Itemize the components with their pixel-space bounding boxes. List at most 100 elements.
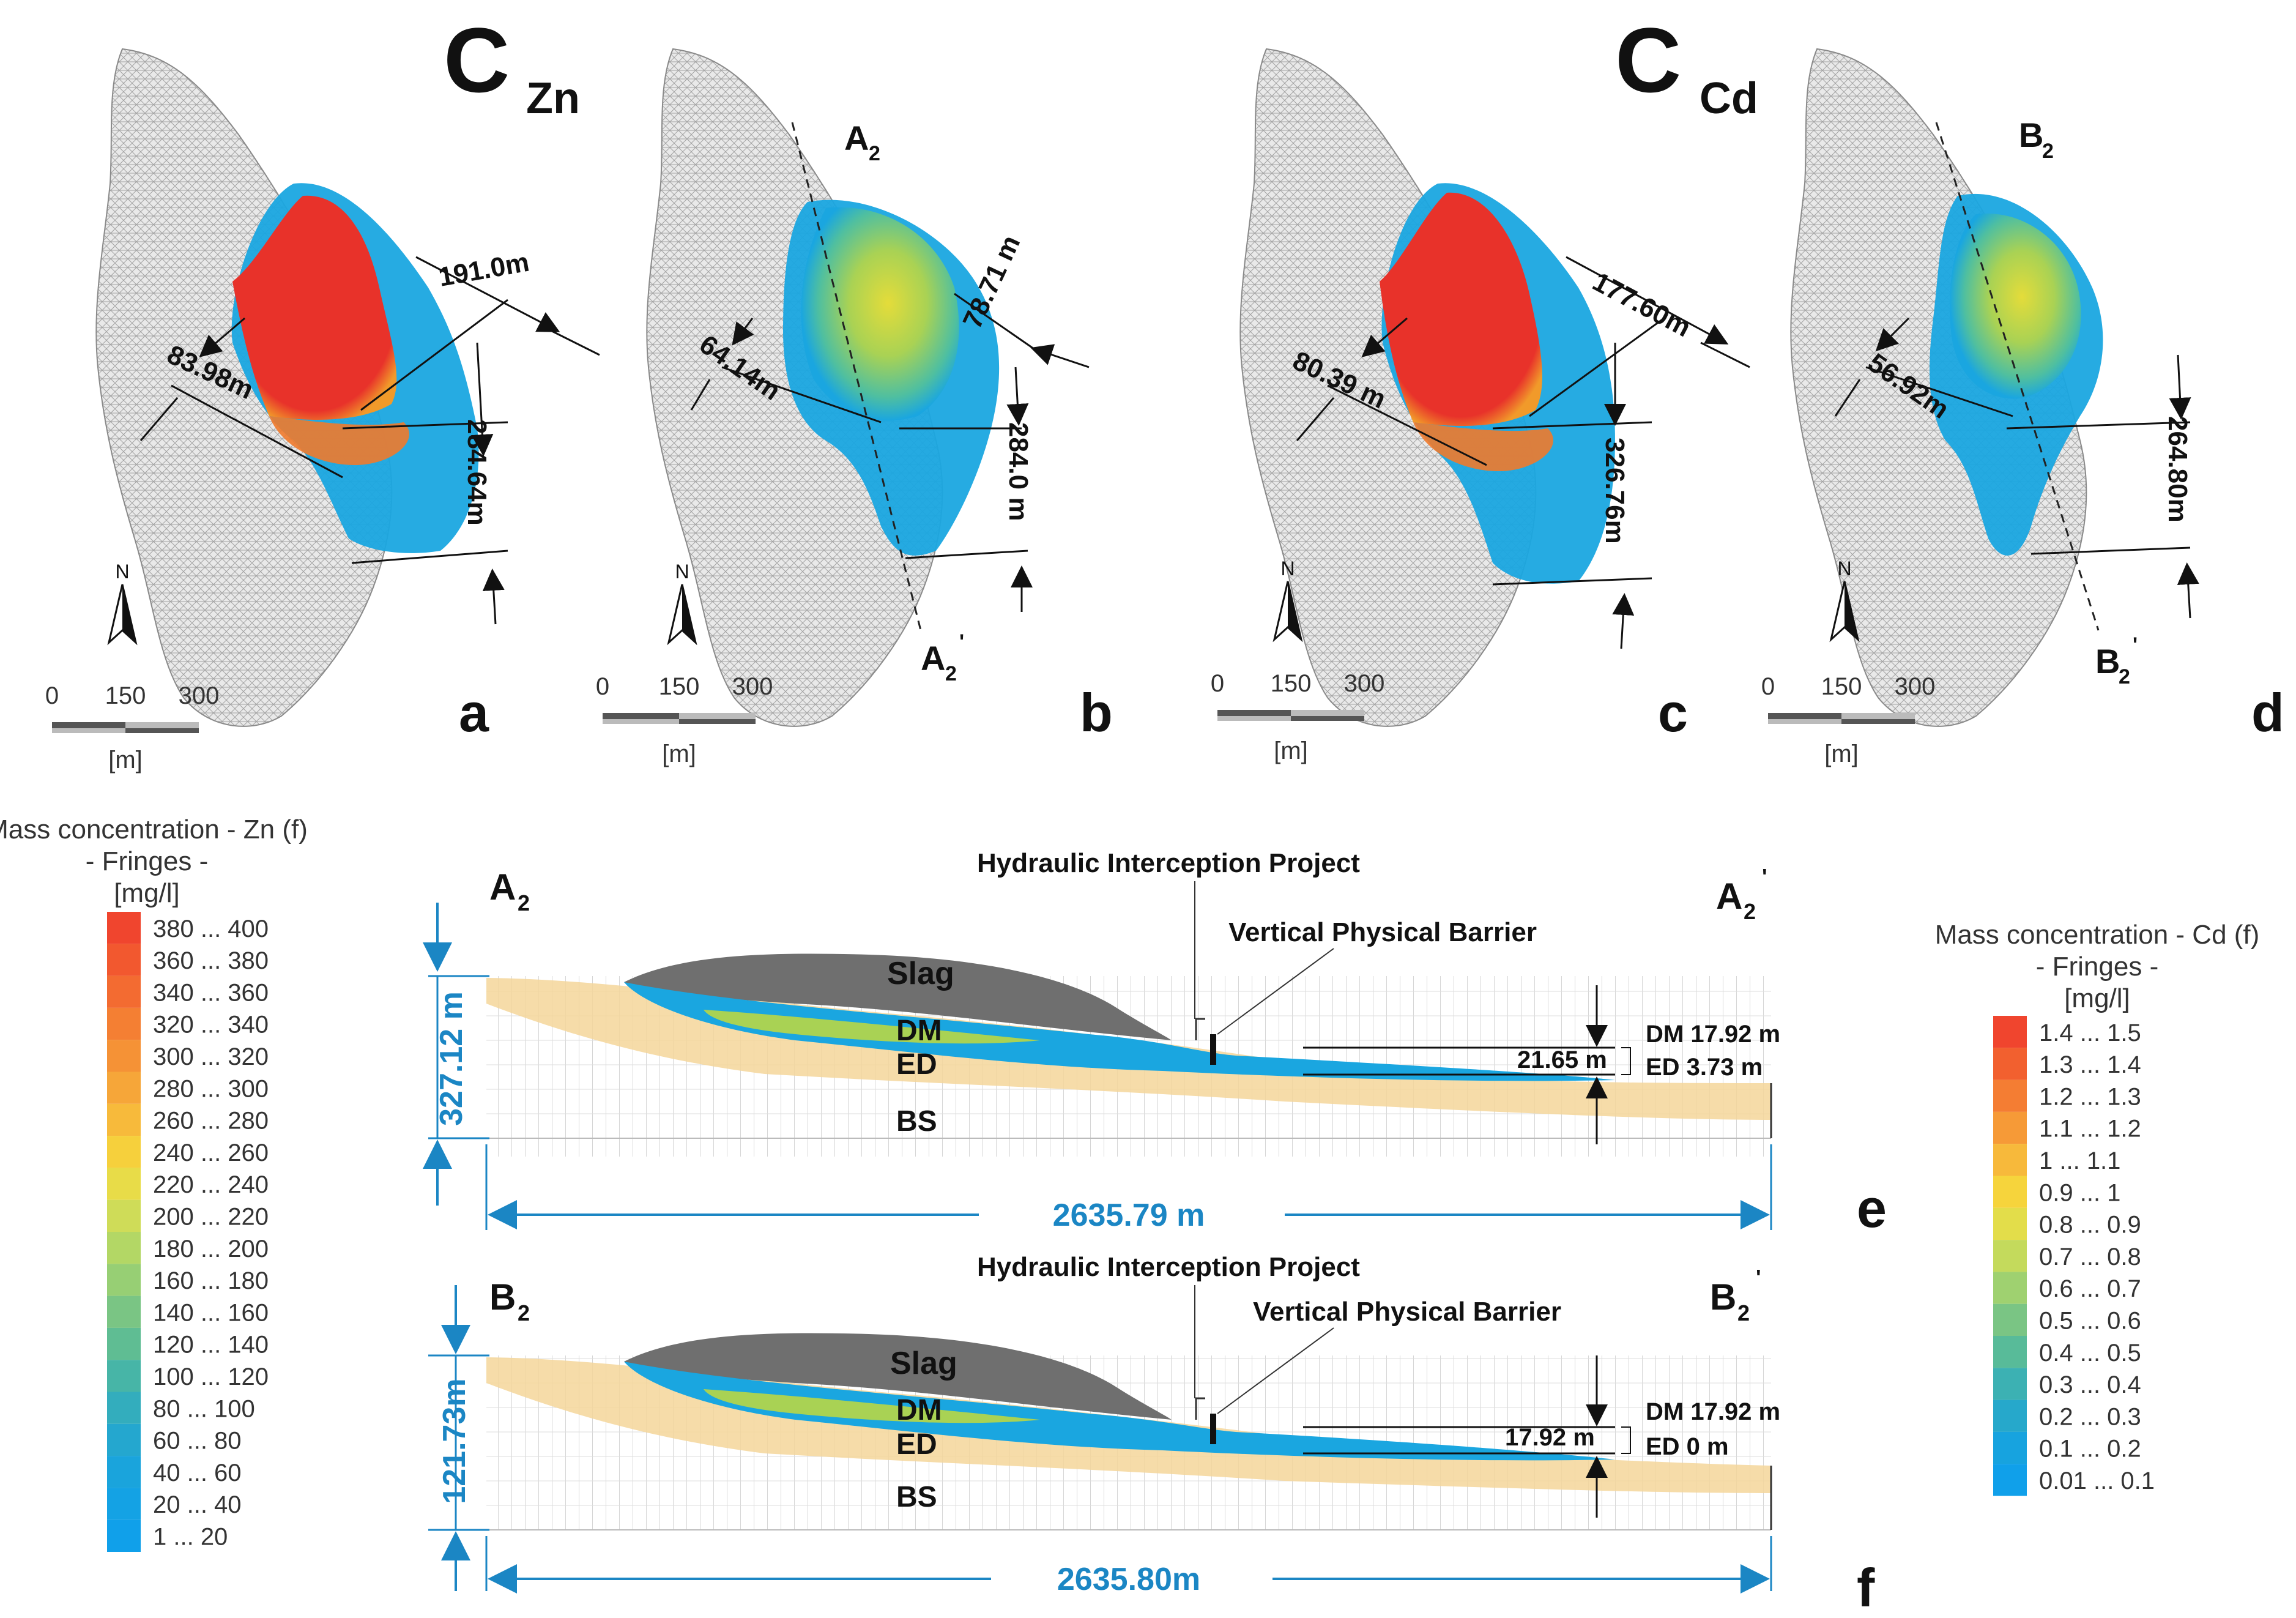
north-arrow-a: N — [107, 561, 138, 646]
legend-zn-item-label: 1 ... 20 — [153, 1523, 228, 1550]
legend-cd-item-swatch — [1993, 1016, 2027, 1048]
legend-zn-item-swatch — [107, 1103, 141, 1136]
legend-cd-item-label: 0.2 ... 0.3 — [2039, 1403, 2141, 1430]
svg-text:N: N — [1280, 557, 1295, 580]
legend-zn-item-swatch — [107, 1168, 141, 1200]
legend-cd-item-swatch — [1993, 1207, 2027, 1240]
panel-letter-b: b — [1080, 682, 1113, 743]
section-f-ed-label: ED — [896, 1428, 937, 1461]
legend-zn-item-label: 80 ... 100 — [153, 1395, 255, 1422]
legend-zn-item-swatch — [107, 1072, 141, 1104]
section-f-start-sub: 2 — [518, 1300, 530, 1325]
svg-text:[m]: [m] — [1274, 737, 1308, 764]
section-e-barrier — [1210, 1034, 1216, 1065]
legend-zn-item-swatch — [107, 1519, 141, 1552]
dim-a-3: 284.64m — [462, 419, 492, 526]
dim-c-1: 177.60m — [1588, 267, 1695, 343]
section-label-b2-bottom: B 2 ' — [2095, 633, 2138, 688]
legend-zn-item-swatch — [107, 944, 141, 976]
legend-cd-item-swatch — [1993, 1464, 2027, 1496]
panel-letter-c: c — [1658, 682, 1688, 743]
section-f-bs-label: BS — [896, 1481, 937, 1513]
panel-b — [646, 48, 1000, 727]
section-e-bs-label: BS — [896, 1105, 937, 1138]
legend-zn-item-swatch — [107, 1232, 141, 1264]
section-e-height: 327.12 m — [434, 991, 469, 1126]
svg-text:B: B — [2095, 642, 2120, 680]
legend-zn-item-swatch — [107, 912, 141, 944]
section-e-dm-label: DM — [896, 1015, 942, 1047]
legend-cd-item-swatch — [1993, 1048, 2027, 1080]
legend-zn-subtitle: - Fringes - — [86, 846, 208, 876]
legend-zn-item-label: 60 ... 80 — [153, 1428, 242, 1455]
legend-cd-item-label: 0.6 ... 0.7 — [2039, 1275, 2141, 1302]
section-e — [486, 881, 1772, 1157]
svg-text:0: 0 — [1761, 673, 1775, 700]
legend-zn-item-label: 200 ... 220 — [153, 1203, 269, 1230]
legend-cd-item-swatch — [1993, 1400, 2027, 1432]
legend-cd-item-swatch — [1993, 1336, 2027, 1368]
svg-text:0: 0 — [1211, 670, 1224, 697]
legend-cd-item-swatch — [1993, 1272, 2027, 1304]
svg-text:300: 300 — [1895, 673, 1936, 700]
legend-cd-item-label: 1 ... 1.1 — [2039, 1147, 2120, 1174]
scale-bar-a: 0 150 300 [m] — [45, 682, 220, 774]
section-f-pump-icon — [1195, 1397, 1205, 1420]
legend-zn-item-label: 180 ... 200 — [153, 1236, 269, 1262]
svg-text:2: 2 — [2119, 665, 2130, 688]
legend-zn-title: Mass concentration - Zn (f) — [0, 815, 308, 844]
legend-cd-item-swatch — [1993, 1079, 2027, 1112]
title-cd-sub: Cd — [1700, 74, 1758, 123]
section-e-project-label: Hydraulic Interception Project — [977, 848, 1360, 878]
plume-core-b — [801, 207, 959, 421]
section-f-ed-value: ED 0 m — [1646, 1433, 1729, 1460]
legend-zn-item-swatch — [107, 1040, 141, 1072]
svg-text:[m]: [m] — [108, 747, 143, 774]
section-f-barrier-leader — [1217, 1327, 1334, 1414]
dims-a — [139, 256, 600, 625]
plume-spot-c — [1413, 422, 1553, 471]
title-cd-main: C — [1615, 9, 1681, 111]
svg-text:A: A — [921, 639, 945, 677]
section-f — [486, 1285, 1772, 1530]
legend-cd-item-label: 0.9 ... 1 — [2039, 1179, 2120, 1206]
legend-zn-item-label: 340 ... 360 — [153, 979, 269, 1006]
legend-zn-item-swatch — [107, 1007, 141, 1040]
section-f-slag-label: Slag — [890, 1346, 957, 1381]
section-f-height-dim — [428, 1285, 489, 1591]
legend-cd-item-swatch — [1993, 1368, 2027, 1400]
legend-zn-item-swatch — [107, 1136, 141, 1168]
legend-zn-item-swatch — [107, 1488, 141, 1520]
svg-text:150: 150 — [1821, 673, 1862, 700]
section-e-dm-value: DM 17.92 m — [1646, 1021, 1780, 1048]
dims-c — [1296, 256, 1750, 649]
section-f-barrier-label: Vertical Physical Barrier — [1253, 1297, 1561, 1327]
legend-zn-item-label: 220 ... 240 — [153, 1171, 269, 1198]
svg-text:2: 2 — [945, 662, 957, 685]
svg-text:150: 150 — [105, 682, 146, 709]
svg-text:2: 2 — [2042, 140, 2054, 163]
section-f-dm-value: DM 17.92 m — [1646, 1398, 1780, 1425]
dims-d — [1834, 317, 2199, 619]
section-f-plume-core — [704, 1389, 1040, 1423]
scale-bar-d: 0 150 300 [m] — [1761, 673, 1936, 767]
section-e-end-sub: 2 — [1744, 899, 1756, 924]
legend-zn-item-label: 140 ... 160 — [153, 1299, 269, 1326]
legend-zn-item-swatch — [107, 1360, 141, 1392]
section-e-end: A — [1716, 876, 1742, 917]
dim-d-2: 264.80m — [2163, 416, 2193, 523]
legend-cd-item-label: 0.4 ... 0.5 — [2039, 1340, 2141, 1366]
section-label-a2-top: A 2 — [844, 119, 880, 165]
legend-zn-item-label: 240 ... 260 — [153, 1139, 269, 1166]
section-e-end-prime: ' — [1762, 864, 1767, 889]
section-e-length: 2635.79 m — [1053, 1198, 1205, 1233]
legend-zn-item-label: 380 ... 400 — [153, 915, 269, 942]
legend-cd-subtitle: - Fringes - — [2036, 952, 2158, 982]
section-f-height: 121.73m — [437, 1378, 472, 1504]
section-label-a2-bottom: A 2 ' — [921, 630, 964, 685]
svg-text:150: 150 — [1271, 670, 1312, 697]
legend-cd-item-swatch — [1993, 1144, 2027, 1176]
legend-cd-item-label: 0.8 ... 0.9 — [2039, 1212, 2141, 1239]
section-line-b2 — [1935, 122, 2100, 631]
section-e-start: A — [489, 867, 516, 908]
